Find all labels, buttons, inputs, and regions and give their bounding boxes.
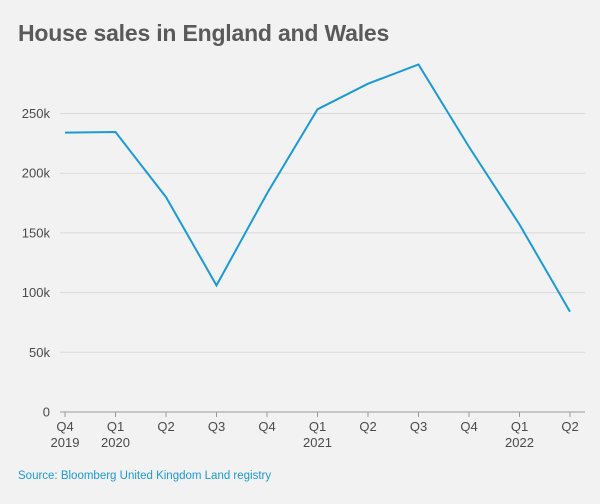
x-tick-label-quarter: Q2 [359, 419, 376, 434]
x-tick-label-year: 2020 [101, 435, 130, 450]
series-line [64, 63, 571, 313]
house-sales-line [64, 63, 571, 313]
x-tick-label-quarter: Q1 [107, 419, 124, 434]
x-tick-label-quarter: Q3 [208, 419, 225, 434]
x-tick-label-year: 2022 [505, 435, 534, 450]
y-tick-label: 100k [22, 285, 51, 300]
y-tick-label: 150k [22, 225, 51, 240]
x-tick-label-quarter: Q4 [56, 419, 73, 434]
chart-title: House sales in England and Wales [18, 20, 390, 46]
x-tick-label-quarter: Q1 [309, 419, 326, 434]
y-tick-label: 200k [22, 166, 51, 181]
x-tick-label-year: 2019 [51, 435, 80, 450]
grid-lines [60, 113, 585, 413]
x-tick-label-quarter: Q2 [157, 419, 174, 434]
y-tick-label: 50k [29, 345, 50, 360]
x-tick-label-quarter: Q4 [460, 419, 477, 434]
y-tick-label: 0 [43, 405, 50, 420]
x-tick-label-quarter: Q1 [511, 419, 528, 434]
x-tick-label-quarter: Q3 [410, 419, 427, 434]
x-tick-label-quarter: Q2 [561, 419, 578, 434]
x-tick-label-quarter: Q4 [258, 419, 275, 434]
source-note: Source: Bloomberg United Kingdom Land re… [18, 470, 272, 482]
x-tick-label-year: 2021 [303, 435, 332, 450]
y-axis-ticks: 0 50k 100k 150k 200k 250k [22, 106, 51, 420]
y-tick-label: 250k [22, 106, 51, 121]
